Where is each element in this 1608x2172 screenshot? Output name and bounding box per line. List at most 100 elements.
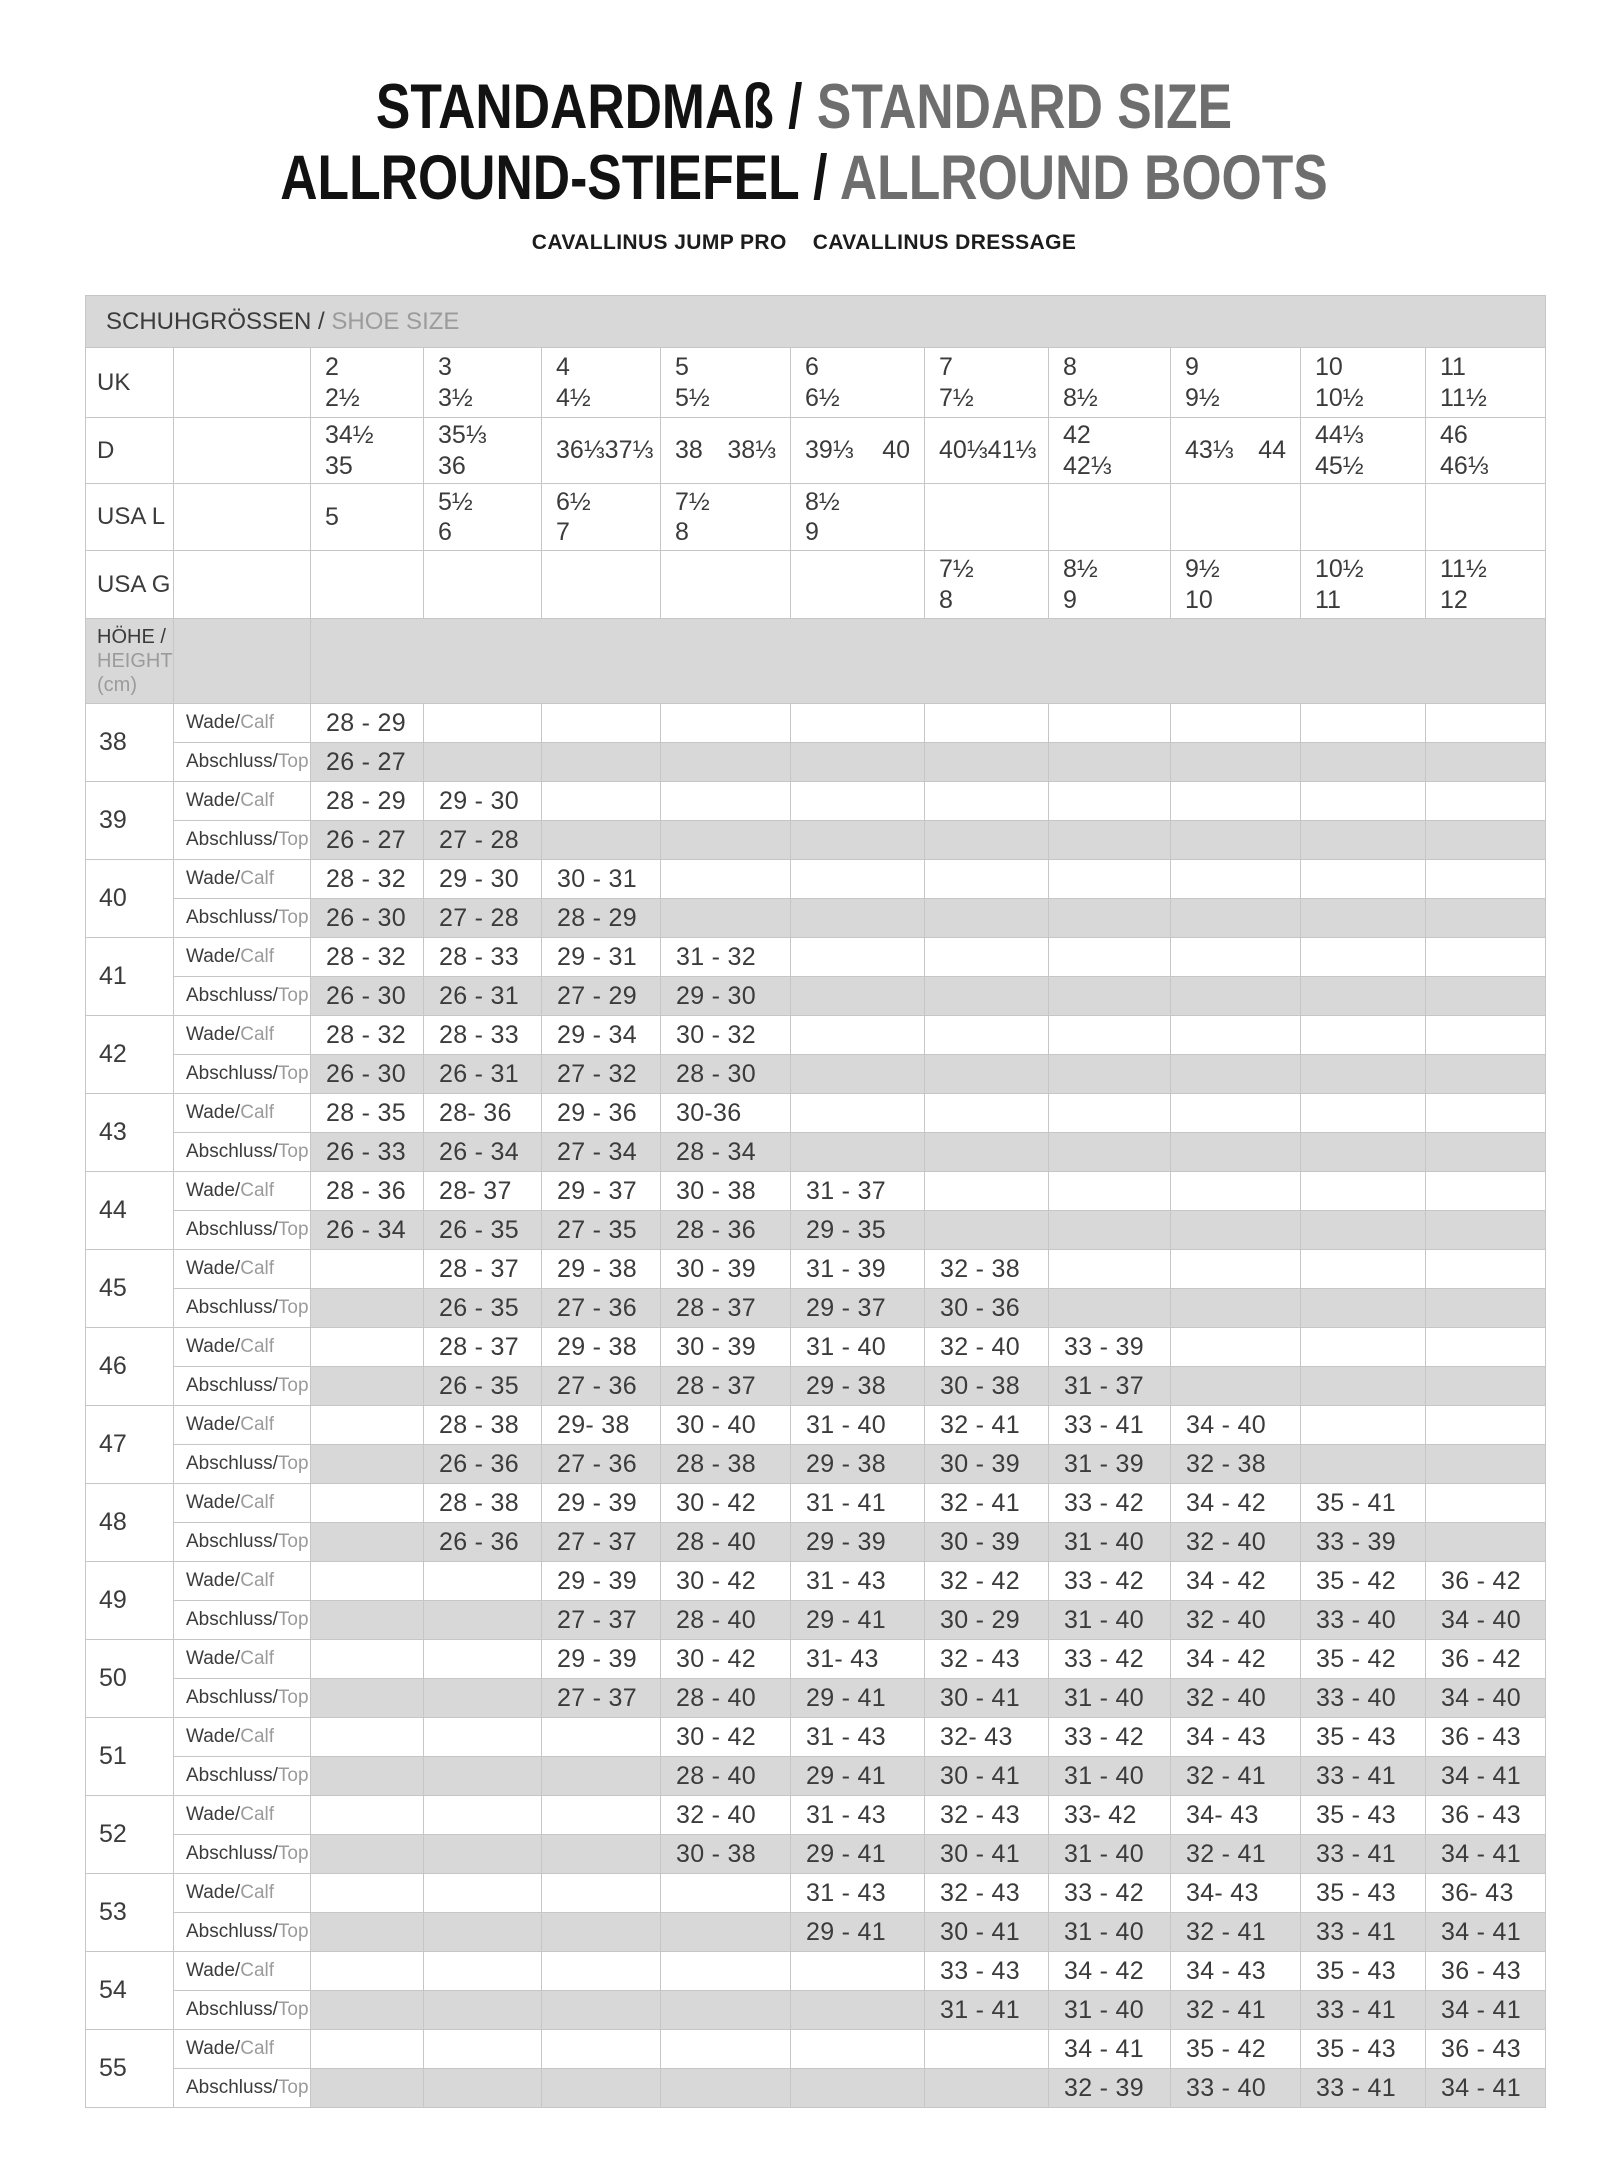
height-label: 43 <box>85 1093 174 1173</box>
top-value-cell <box>924 1210 1049 1251</box>
height-label: 39 <box>85 781 174 861</box>
height-label: 51 <box>85 1717 174 1797</box>
calf-value-cell <box>310 1249 424 1290</box>
calf-value-cell: 35 - 42 <box>1300 1561 1426 1602</box>
calf-value-cell: 28 - 38 <box>423 1483 542 1524</box>
top-value-cell <box>1170 1054 1301 1095</box>
top-value-cell: 26 - 34 <box>310 1210 424 1251</box>
calf-value-cell: 28 - 37 <box>423 1327 542 1368</box>
top-label: Abschluss/Top <box>173 1288 311 1329</box>
calf-value-cell <box>541 781 661 822</box>
title-line1-en: STANDARD SIZE <box>816 72 1233 142</box>
size-value-cell: 35⅓ 36 <box>423 417 542 485</box>
calf-value-cell <box>924 937 1049 978</box>
calf-value-cell <box>1170 1327 1301 1368</box>
calf-value-cell <box>1424 1483 1547 1524</box>
top-label: Abschluss/Top <box>173 1054 311 1095</box>
top-value-cell: 33 - 41 <box>1300 1990 1426 2031</box>
calf-value-cell: 32 - 42 <box>924 1561 1049 1602</box>
size-system-spacer <box>173 550 311 620</box>
top-value-cell <box>924 1054 1049 1095</box>
top-label: Abschluss/Top <box>173 976 311 1017</box>
calf-value-cell <box>1424 1249 1547 1290</box>
top-value-cell <box>790 1132 925 1173</box>
top-label: Abschluss/Top <box>173 1210 311 1251</box>
calf-value-cell <box>1048 1093 1171 1134</box>
top-value-cell <box>924 820 1049 861</box>
calf-value-cell: 30 - 42 <box>660 1639 791 1680</box>
calf-value-cell <box>1300 1171 1426 1212</box>
height-label: 44 <box>85 1171 174 1251</box>
calf-value-cell: 36 - 43 <box>1424 1795 1547 1836</box>
top-value-cell: 31 - 40 <box>1048 1600 1171 1641</box>
top-value-cell <box>310 1600 424 1641</box>
size-value-cell: 8½ 9 <box>790 483 925 552</box>
size-value-cell: 39⅓ 40 <box>790 417 925 485</box>
top-value-cell: 26 - 36 <box>423 1444 542 1485</box>
top-value-cell: 30 - 41 <box>924 1834 1049 1875</box>
top-value-cell: 31 - 40 <box>1048 1990 1171 2031</box>
calf-value-cell: 31 - 41 <box>790 1483 925 1524</box>
top-value-cell: 30 - 41 <box>924 1912 1049 1953</box>
calf-value-cell <box>924 1171 1049 1212</box>
calf-value-cell: 33 - 41 <box>1048 1405 1171 1446</box>
size-system-row-d: D 34½ 35 35⅓ 36 36⅓ 37⅓ 38 38⅓ 39⅓ 40 40⅓ 41⅓ 42 42⅓ 43… <box>85 417 1547 485</box>
top-value-cell <box>1170 976 1301 1017</box>
calf-label: Wade/Calf <box>173 1639 311 1680</box>
top-value-cell: 34 - 41 <box>1424 2068 1547 2109</box>
height-header-band <box>309 618 1547 705</box>
size-system-row-usa-g: USA G 7½ 8 8½ 9 9½ 10 10½ 11 11½ 12 <box>85 550 1547 620</box>
top-value-cell: 32 - 39 <box>1048 2068 1171 2109</box>
height-header-label: HÖHE / HEIGHT (cm) <box>85 618 174 705</box>
top-label: Abschluss/Top <box>173 1678 311 1719</box>
top-value-cell <box>1300 1444 1426 1485</box>
top-value-cell: 32 - 40 <box>1170 1678 1301 1719</box>
calf-value-cell <box>310 1327 424 1368</box>
top-value-cell: 31 - 40 <box>1048 1834 1171 1875</box>
calf-value-cell <box>1170 859 1301 900</box>
calf-label: Wade/Calf <box>173 781 311 822</box>
top-value-cell <box>1300 1210 1426 1251</box>
top-value-cell <box>310 1990 424 2031</box>
top-value-cell <box>1170 1288 1301 1329</box>
top-value-cell: 26 - 30 <box>310 976 424 1017</box>
top-value-cell <box>541 1912 661 1953</box>
calf-value-cell <box>541 1717 661 1758</box>
top-value-cell <box>423 1990 542 2031</box>
top-value-cell: 33 - 40 <box>1300 1678 1426 1719</box>
top-row-39: Abschluss/Top 26 - 27 27 - 28 <box>86 820 1547 861</box>
size-value-cell: 46 46⅓ <box>1424 417 1547 485</box>
calf-row-53: 53 Wade/Calf 31 - 43 32 - 43 33 - 42 34- 43 35… <box>85 1873 1547 1953</box>
calf-value-cell <box>924 2029 1049 2070</box>
top-value-cell: 30 - 36 <box>924 1288 1049 1329</box>
top-value-cell <box>1048 1054 1171 1095</box>
height-label: 49 <box>85 1561 174 1641</box>
calf-value-cell <box>541 1951 661 1992</box>
calf-value-cell <box>660 1951 791 1992</box>
size-value-cell <box>1048 483 1171 552</box>
height-header-en: HEIGHT <box>97 649 173 672</box>
top-value-cell: 31 - 41 <box>924 1990 1049 2031</box>
calf-row-54: 54 Wade/Calf 33 - 43 34 - 42 34 - 43 35 - 43 3… <box>85 1951 1547 2031</box>
calf-value-cell: 32 - 41 <box>924 1483 1049 1524</box>
top-value-cell <box>1300 1366 1426 1407</box>
top-value-cell: 32 - 40 <box>1170 1522 1301 1563</box>
calf-value-cell <box>924 1093 1049 1134</box>
top-label: Abschluss/Top <box>173 1444 311 1485</box>
top-value-cell: 30 - 39 <box>924 1444 1049 1485</box>
calf-value-cell <box>1170 1171 1301 1212</box>
top-value-cell: 27 - 37 <box>541 1678 661 1719</box>
calf-value-cell: 28 - 32 <box>310 859 424 900</box>
height-header-spacer <box>173 618 311 705</box>
calf-value-cell <box>1424 859 1547 900</box>
top-value-cell: 29 - 38 <box>790 1366 925 1407</box>
calf-value-cell <box>310 1795 424 1836</box>
calf-label: Wade/Calf <box>173 703 311 744</box>
calf-value-cell: 36 - 43 <box>1424 2029 1547 2070</box>
top-value-cell: 27 - 28 <box>423 898 542 939</box>
height-label: 54 <box>85 1951 174 2031</box>
size-value-cell: 34½ 35 <box>310 417 424 485</box>
top-value-cell: 28 - 37 <box>660 1288 791 1329</box>
top-row-50: Abschluss/Top 27 - 37 28 - 40 29 - 41 30 - 4… <box>86 1678 1547 1719</box>
calf-value-cell <box>790 1015 925 1056</box>
